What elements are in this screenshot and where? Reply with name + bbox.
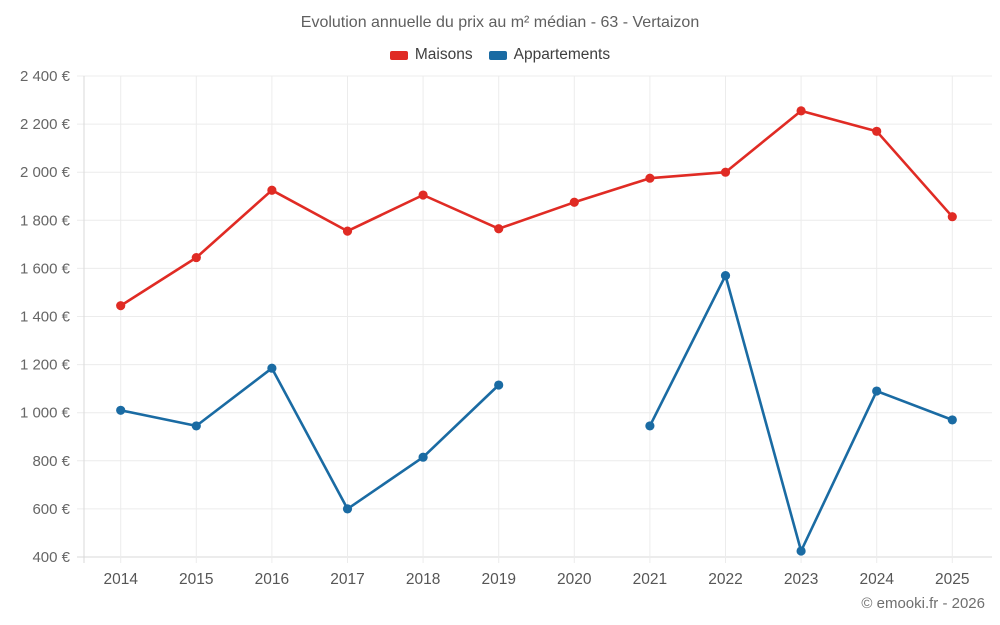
x-axis-label: 2021 — [633, 571, 667, 588]
maisons-line — [120, 109, 954, 307]
appartements-point-2019[interactable] — [494, 380, 504, 390]
maisons-point-2018[interactable] — [418, 190, 428, 200]
legend-item-appartements[interactable]: Appartements — [488, 46, 611, 64]
maisons-point-2019[interactable] — [494, 224, 504, 234]
appartements-point-2014[interactable] — [116, 405, 126, 415]
appartements-point-2015[interactable] — [191, 421, 201, 431]
x-axis-label: 2024 — [859, 571, 894, 588]
legend-label-maisons: Maisons — [414, 46, 473, 63]
x-axis-label: 2023 — [784, 571, 818, 588]
maisons-point-2025[interactable] — [947, 212, 957, 222]
maisons-point-2021[interactable] — [645, 173, 655, 183]
maisons-point-2015[interactable] — [191, 252, 201, 263]
y-axis-label: 800 € — [32, 453, 70, 470]
y-axis-label: 400 € — [32, 549, 70, 566]
appartements-point-2018[interactable] — [418, 452, 428, 462]
y-axis-label: 2 400 € — [20, 68, 71, 85]
maisons-point-2022[interactable] — [720, 167, 731, 177]
legend-swatch-maisons-icon — [389, 50, 408, 60]
x-axis-label: 2016 — [255, 571, 289, 588]
x-axis-label: 2014 — [103, 571, 138, 588]
y-axis-label: 1 200 € — [20, 357, 71, 374]
legend: Maisons Appartements — [0, 46, 1000, 64]
legend-item-maisons[interactable]: Maisons — [389, 46, 473, 64]
x-axis-label: 2018 — [406, 571, 440, 588]
legend-label-appartements: Appartements — [513, 46, 611, 63]
y-axis-label: 1 600 € — [20, 260, 71, 277]
maisons-point-2024[interactable] — [872, 126, 882, 136]
y-axis-label: 1 400 € — [20, 309, 71, 326]
appartements-point-2021[interactable] — [645, 421, 655, 431]
x-axis-label: 2025 — [935, 571, 969, 588]
maisons-point-2016[interactable] — [267, 185, 277, 195]
maisons-point-2014[interactable] — [116, 301, 126, 311]
y-axis-label: 1 000 € — [20, 405, 71, 422]
chart-title: Evolution annuelle du prix au m² médian … — [300, 14, 700, 31]
appartements-point-2017[interactable] — [342, 504, 353, 514]
x-axis-label: 2015 — [179, 571, 213, 588]
y-axis-label: 2 200 € — [20, 116, 71, 133]
appartements-point-2024[interactable] — [872, 386, 882, 396]
x-axis-label: 2022 — [708, 571, 742, 588]
x-axis-label: 2020 — [557, 571, 592, 588]
y-axis-label: 600 € — [32, 501, 70, 518]
x-axis-label: 2017 — [330, 571, 364, 588]
appartements-point-2016[interactable] — [267, 363, 277, 373]
maisons-point-2023[interactable] — [796, 106, 806, 116]
copyright: © emooki.fr - 2026 — [861, 595, 985, 612]
x-axis-label: 2019 — [481, 571, 515, 588]
appartements-point-2025[interactable] — [947, 415, 957, 425]
y-axis-label: 1 800 € — [20, 212, 71, 229]
maisons-point-2017[interactable] — [342, 226, 353, 236]
appartements-point-2022[interactable] — [720, 271, 731, 281]
maisons-point-2020[interactable] — [569, 197, 579, 207]
appartements-point-2023[interactable] — [796, 546, 806, 556]
legend-swatch-appartements-icon — [488, 50, 507, 60]
y-axis-label: 2 000 € — [20, 164, 71, 181]
